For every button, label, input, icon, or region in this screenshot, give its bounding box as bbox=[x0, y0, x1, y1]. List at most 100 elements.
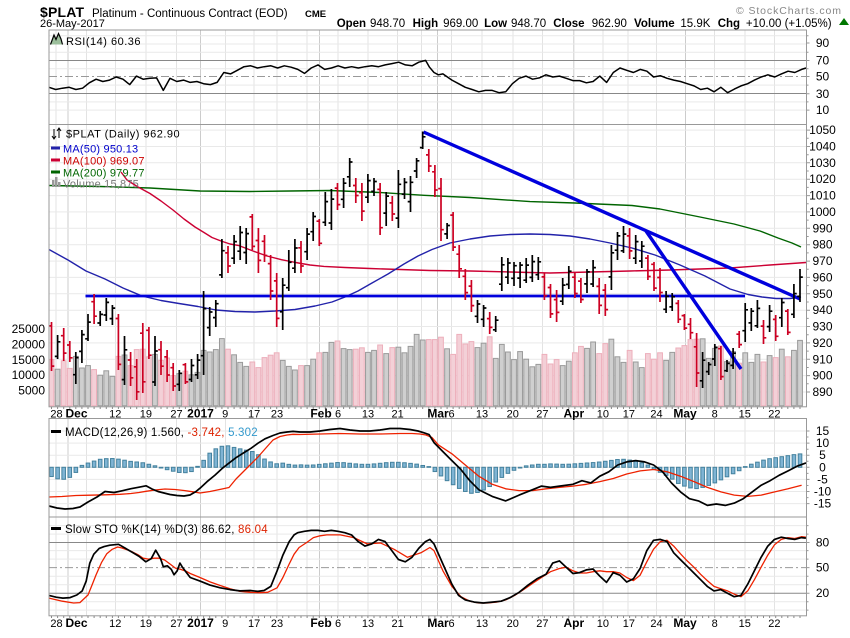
svg-text:1000: 1000 bbox=[809, 205, 836, 219]
svg-text:Open: Open bbox=[337, 18, 366, 30]
svg-text:6: 6 bbox=[448, 618, 454, 630]
svg-text:RSI(14) 60.36: RSI(14) 60.36 bbox=[66, 36, 141, 48]
svg-text:23: 23 bbox=[271, 409, 283, 421]
svg-text:Mar: Mar bbox=[427, 616, 449, 630]
svg-text:23: 23 bbox=[271, 618, 283, 630]
svg-text:Feb: Feb bbox=[310, 407, 331, 421]
svg-text:17: 17 bbox=[248, 618, 260, 630]
svg-text:Platinum - Continuous Contract: Platinum - Continuous Contract (EOD) bbox=[92, 8, 288, 20]
svg-text:5: 5 bbox=[819, 448, 826, 462]
svg-text:27: 27 bbox=[170, 409, 182, 421]
svg-text:Feb: Feb bbox=[310, 616, 331, 630]
svg-text:920: 920 bbox=[812, 336, 832, 350]
svg-text:70: 70 bbox=[816, 54, 830, 68]
svg-text:1030: 1030 bbox=[809, 156, 836, 170]
svg-text:2017: 2017 bbox=[187, 616, 214, 630]
svg-text:27: 27 bbox=[536, 618, 548, 630]
svg-text:Close: Close bbox=[553, 18, 584, 30]
svg-text:22: 22 bbox=[768, 409, 780, 421]
svg-text:80: 80 bbox=[816, 536, 830, 550]
svg-text:12: 12 bbox=[109, 409, 121, 421]
svg-text:Low: Low bbox=[484, 18, 507, 30]
svg-text:900: 900 bbox=[812, 369, 832, 383]
svg-text:MACD(12,26,9) 1.560, -3.742, 5: MACD(12,26,9) 1.560, -3.742, 5.302 bbox=[65, 427, 258, 439]
svg-text:50: 50 bbox=[816, 70, 830, 84]
svg-text:-5: -5 bbox=[817, 472, 828, 486]
svg-text:28: 28 bbox=[50, 618, 62, 630]
svg-text:930: 930 bbox=[812, 320, 832, 334]
svg-text:20: 20 bbox=[816, 586, 830, 600]
svg-text:8: 8 bbox=[712, 409, 718, 421]
svg-text:12: 12 bbox=[109, 618, 121, 630]
svg-text:MA(200) 979.77: MA(200) 979.77 bbox=[63, 168, 145, 180]
svg-text:15: 15 bbox=[739, 618, 751, 630]
svg-text:20: 20 bbox=[507, 409, 519, 421]
svg-text:960: 960 bbox=[812, 270, 832, 284]
svg-text:1010: 1010 bbox=[809, 189, 836, 203]
svg-text:May: May bbox=[673, 407, 697, 421]
svg-text:Dec: Dec bbox=[65, 616, 87, 630]
svg-text:990: 990 bbox=[812, 221, 832, 235]
svg-text:962.90: 962.90 bbox=[592, 18, 627, 30]
svg-text:-15: -15 bbox=[814, 497, 832, 511]
svg-text:Apr: Apr bbox=[563, 616, 584, 630]
svg-text:15: 15 bbox=[816, 424, 830, 438]
svg-text:970: 970 bbox=[812, 254, 832, 268]
svg-text:20: 20 bbox=[507, 618, 519, 630]
svg-text:27: 27 bbox=[170, 618, 182, 630]
svg-text:$PLAT: $PLAT bbox=[40, 4, 85, 20]
svg-text:CME: CME bbox=[305, 9, 326, 20]
svg-text:Mar: Mar bbox=[427, 407, 449, 421]
svg-text:90: 90 bbox=[816, 36, 830, 50]
svg-text:6: 6 bbox=[335, 409, 341, 421]
svg-text:950: 950 bbox=[812, 287, 832, 301]
svg-text:50: 50 bbox=[816, 561, 830, 575]
svg-text:$PLAT (Daily) 962.90: $PLAT (Daily) 962.90 bbox=[66, 129, 180, 141]
svg-text:948.70: 948.70 bbox=[370, 18, 405, 30]
svg-text:21: 21 bbox=[391, 618, 403, 630]
svg-text:1020: 1020 bbox=[809, 172, 836, 186]
svg-text:5000: 5000 bbox=[18, 384, 45, 398]
svg-text:24: 24 bbox=[650, 618, 662, 630]
svg-text:17: 17 bbox=[248, 409, 260, 421]
svg-text:13: 13 bbox=[476, 618, 488, 630]
svg-text:890: 890 bbox=[812, 385, 832, 399]
svg-text:10: 10 bbox=[816, 103, 830, 117]
svg-text:© StockCharts.com: © StockCharts.com bbox=[736, 5, 842, 17]
svg-text:High: High bbox=[413, 18, 439, 30]
svg-text:0: 0 bbox=[819, 460, 826, 474]
svg-text:10: 10 bbox=[816, 436, 830, 450]
svg-text:980: 980 bbox=[812, 238, 832, 252]
svg-text:10: 10 bbox=[597, 618, 609, 630]
svg-text:26-May-2017: 26-May-2017 bbox=[40, 18, 105, 30]
svg-text:940: 940 bbox=[812, 303, 832, 317]
svg-text:19: 19 bbox=[140, 618, 152, 630]
svg-text:17: 17 bbox=[623, 618, 635, 630]
svg-text:9: 9 bbox=[222, 618, 228, 630]
svg-text:9: 9 bbox=[222, 409, 228, 421]
svg-text:1040: 1040 bbox=[809, 140, 836, 154]
svg-text:17: 17 bbox=[623, 409, 635, 421]
svg-text:910: 910 bbox=[812, 352, 832, 366]
svg-text:10: 10 bbox=[597, 409, 609, 421]
svg-text:Dec: Dec bbox=[65, 407, 87, 421]
svg-text:22: 22 bbox=[768, 618, 780, 630]
svg-text:24: 24 bbox=[650, 409, 662, 421]
svg-text:8: 8 bbox=[712, 618, 718, 630]
svg-text:13: 13 bbox=[362, 618, 374, 630]
svg-text:MA(100) 969.07: MA(100) 969.07 bbox=[63, 156, 145, 168]
svg-text:Volume 15,875: Volume 15,875 bbox=[63, 179, 139, 191]
svg-text:6: 6 bbox=[448, 409, 454, 421]
svg-text:13: 13 bbox=[362, 409, 374, 421]
svg-text:948.70: 948.70 bbox=[511, 18, 546, 30]
svg-text:-10: -10 bbox=[814, 485, 832, 499]
svg-text:27: 27 bbox=[536, 409, 548, 421]
svg-text:20000: 20000 bbox=[12, 337, 46, 351]
svg-text:13: 13 bbox=[476, 409, 488, 421]
svg-text:2017: 2017 bbox=[187, 407, 214, 421]
svg-text:25000: 25000 bbox=[12, 322, 46, 336]
svg-text:1050: 1050 bbox=[809, 123, 836, 137]
svg-text:Chg: Chg bbox=[718, 18, 740, 30]
svg-text:969.00: 969.00 bbox=[443, 18, 478, 30]
svg-text:6: 6 bbox=[335, 618, 341, 630]
